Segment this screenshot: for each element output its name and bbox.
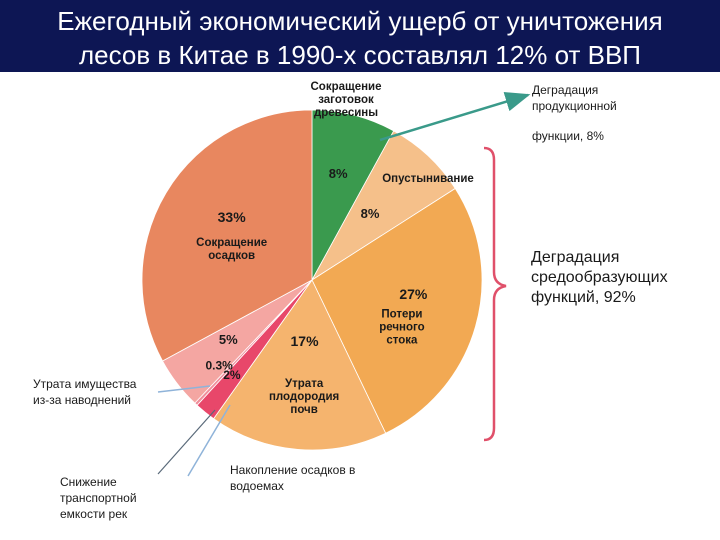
transport-leader-line	[157, 409, 216, 475]
transport-note-line-2: транспортной	[60, 491, 137, 505]
transport-note-line-3: емкости рек	[60, 507, 128, 521]
environmental-note: Деградация средообразующих функций, 92%	[531, 248, 668, 308]
pie-slice-8	[141, 109, 313, 362]
transport-note: Снижение транспортной емкости рек	[60, 474, 137, 522]
productive-note-line-3: функции, 8%	[532, 129, 604, 143]
environmental-note-line-2: средообразующих	[531, 269, 668, 286]
slice-value-label-6: 0.3%	[205, 358, 233, 372]
sediment-leader-line	[187, 404, 231, 477]
slice-name-label-2: Опустынивание	[382, 173, 474, 185]
title-line-2: лесов в Китае в 1990-х составлял 12% от …	[79, 40, 641, 70]
productive-note-line-2: продукционной	[532, 99, 617, 113]
property-note: Утрата имущества из-за наводнений	[33, 376, 136, 408]
title-bar: Ежегодный экономический ущерб от уничтож…	[0, 0, 720, 72]
slice-name-label-1: Сокращение заготовок древесины	[310, 81, 381, 119]
title-line-1: Ежегодный экономический ущерб от уничтож…	[57, 6, 663, 36]
pie-slice-3	[311, 187, 483, 434]
environmental-note-line-3: функций, 92%	[531, 289, 636, 306]
slice-value-label-3: 27%	[399, 286, 428, 302]
slice-name-label-4: Утрата плодородия почв	[269, 378, 339, 416]
slice-value-label-1: 8%	[329, 166, 348, 181]
productive-note: Деградация продукционной функции, 8%	[532, 82, 617, 144]
sediment-note: Накопление осадков в водоемах	[230, 462, 355, 494]
productive-note-line-1: Деградация	[532, 83, 599, 97]
environmental-brace	[483, 146, 507, 442]
slice-value-label-8: 33%	[218, 209, 247, 225]
pie-slice-4	[213, 279, 387, 451]
productive-arrow	[379, 91, 531, 142]
slice-name-label-3: Потери речного стока	[379, 309, 424, 347]
property-note-line-1: Утрата имущества	[33, 377, 137, 391]
slice-name-label-8: Сокращение осадков	[196, 237, 267, 262]
slice-value-label-2: 8%	[361, 206, 380, 221]
environmental-note-line-1: Деградация	[531, 249, 620, 266]
transport-note-line-1: Снижение	[60, 475, 117, 489]
sediment-note-line-1: Накопление осадков в	[230, 463, 356, 477]
slice-value-label-4: 17%	[291, 333, 320, 349]
slice-value-label-7: 5%	[219, 332, 238, 347]
property-leader-line	[157, 385, 211, 393]
slice-value-label-5: 2%	[223, 368, 241, 382]
property-note-line-2: из-за наводнений	[33, 393, 131, 407]
sediment-note-line-2: водоемах	[230, 479, 284, 493]
